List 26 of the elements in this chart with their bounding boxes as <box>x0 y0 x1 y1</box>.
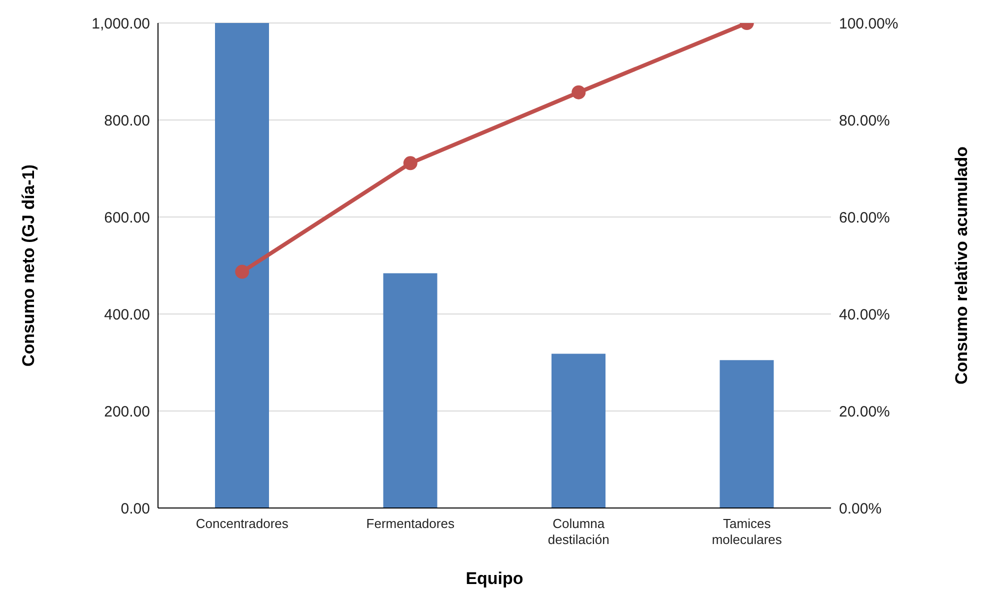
point <box>235 264 250 279</box>
y-tick-label: 1,000.00 <box>92 15 150 32</box>
x-axis-title: Equipo <box>466 569 524 588</box>
y-tick-label: 400.00 <box>104 306 150 324</box>
bar <box>552 354 606 508</box>
y-tick-label: 200.00 <box>104 403 150 420</box>
x-tick-label: Fermentadores <box>366 516 455 531</box>
y-axis-title: Consumo neto (GJ día-1) <box>19 164 38 367</box>
bar <box>215 23 269 508</box>
x-tick-label: Concentradores <box>196 516 289 531</box>
x-tick-label: Columna destilación <box>548 516 610 547</box>
point <box>403 156 418 170</box>
y2-tick-label: 40.00% <box>839 306 890 324</box>
bar <box>383 273 438 508</box>
y2-tick-label: 100.00% <box>839 15 898 32</box>
bar <box>720 360 774 508</box>
y2-tick-label: 80.00% <box>839 112 890 130</box>
y-tick-label: 600.00 <box>104 209 150 226</box>
point <box>572 85 586 100</box>
y-tick-label: 0.00 <box>120 500 150 518</box>
x-tick-label: Tamices moleculares <box>712 516 782 547</box>
y2-tick-label: 20.00% <box>839 403 890 420</box>
y2-tick-label: 0.00% <box>839 500 882 518</box>
y2-axis-title: Consumo relativo acumulado <box>952 146 972 385</box>
y2-tick-label: 60.00% <box>839 209 890 226</box>
y-tick-label: 800.00 <box>104 112 150 130</box>
